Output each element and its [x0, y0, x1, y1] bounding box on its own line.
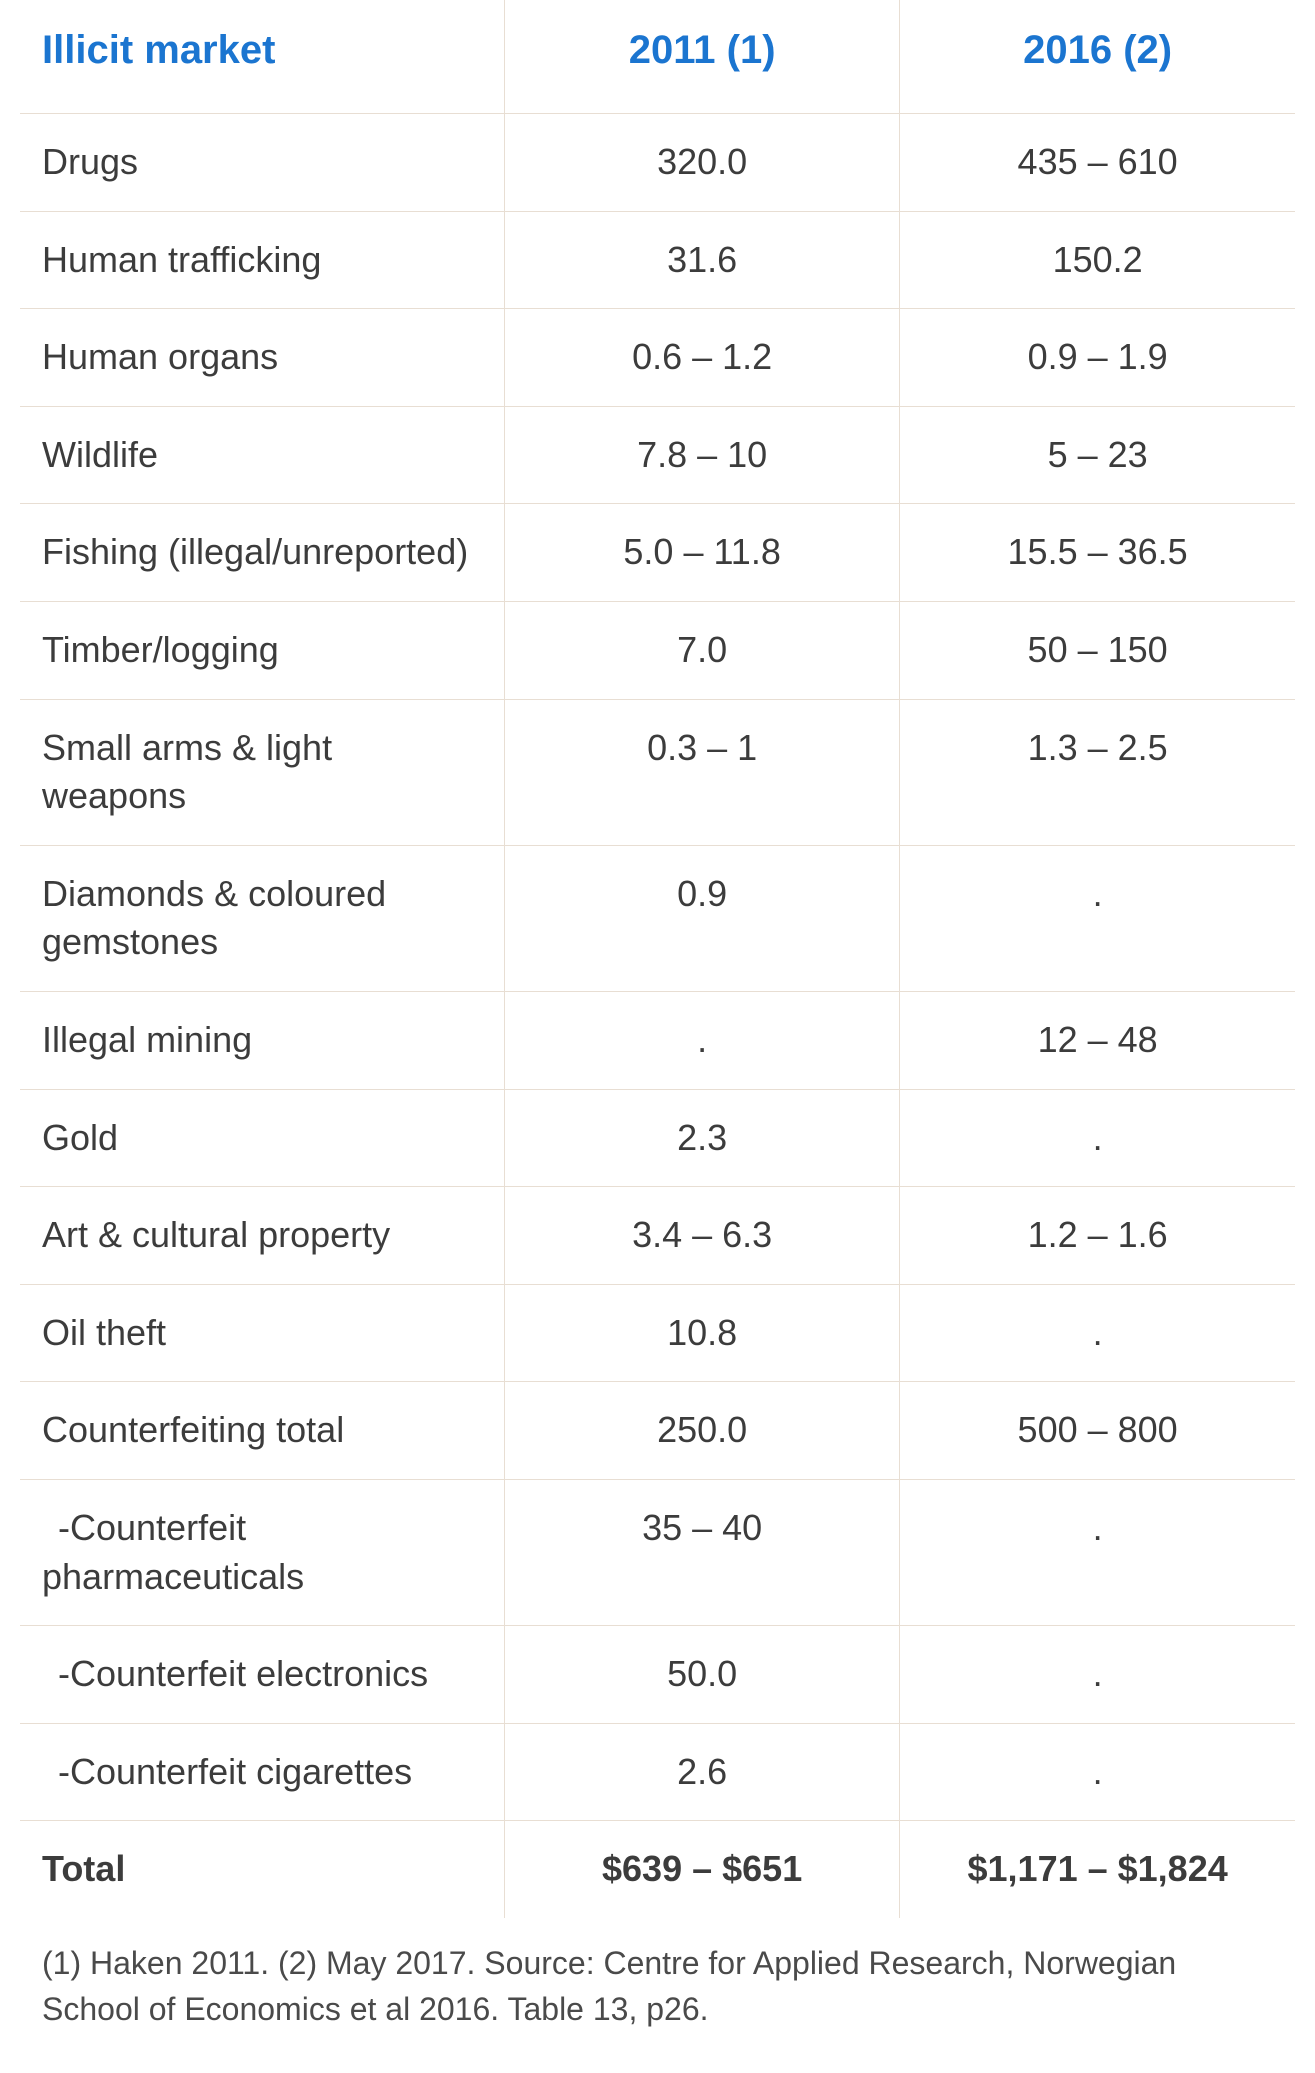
row-value-2011: 31.6: [505, 211, 900, 309]
row-value-2011: 2.6: [505, 1723, 900, 1821]
row-value-2016: .: [900, 1723, 1295, 1821]
table-row: Human trafficking31.6150.2: [20, 211, 1295, 309]
row-label: -Counterfeit pharmaceuticals: [20, 1479, 505, 1625]
row-value-2016: 50 – 150: [900, 601, 1295, 699]
total-2011: $639 – $651: [505, 1821, 900, 1918]
row-label: Timber/logging: [20, 601, 505, 699]
row-value-2011: 10.8: [505, 1284, 900, 1382]
row-value-2011: 5.0 – 11.8: [505, 504, 900, 602]
table-row: Drugs320.0435 – 610: [20, 114, 1295, 212]
table-row: Small arms & light weapons0.3 – 11.3 – 2…: [20, 699, 1295, 845]
row-value-2011: .: [505, 991, 900, 1089]
row-value-2016: 12 – 48: [900, 991, 1295, 1089]
table-row: Counterfeiting total250.0500 – 800: [20, 1382, 1295, 1480]
row-label: Counterfeiting total: [20, 1382, 505, 1480]
col-header-market: Illicit market: [20, 0, 505, 114]
row-label: Diamonds & coloured gemstones: [20, 845, 505, 991]
total-label: Total: [20, 1821, 505, 1918]
table-row: Art & cultural property3.4 – 6.31.2 – 1.…: [20, 1187, 1295, 1285]
row-value-2016: 5 – 23: [900, 406, 1295, 504]
table-header-row: Illicit market 2011 (1) 2016 (2): [20, 0, 1295, 114]
table-footnote: (1) Haken 2011. (2) May 2017. Source: Ce…: [20, 1918, 1295, 2033]
row-value-2011: 2.3: [505, 1089, 900, 1187]
table-row: Fishing (illegal/unreported)5.0 – 11.815…: [20, 504, 1295, 602]
col-header-2016: 2016 (2): [900, 0, 1295, 114]
row-label: -Counterfeit electronics: [20, 1626, 505, 1724]
row-label: Fishing (illegal/unreported): [20, 504, 505, 602]
table-row: Human organs0.6 – 1.20.9 – 1.9: [20, 309, 1295, 407]
table-row: Oil theft10.8.: [20, 1284, 1295, 1382]
row-value-2011: 50.0: [505, 1626, 900, 1724]
table-row: -Counterfeit cigarettes2.6.: [20, 1723, 1295, 1821]
row-label: -Counterfeit cigarettes: [20, 1723, 505, 1821]
row-value-2011: 35 – 40: [505, 1479, 900, 1625]
row-value-2011: 7.8 – 10: [505, 406, 900, 504]
row-label: Gold: [20, 1089, 505, 1187]
row-label: Illegal mining: [20, 991, 505, 1089]
row-value-2016: 1.2 – 1.6: [900, 1187, 1295, 1285]
table-row: Wildlife7.8 – 105 – 23: [20, 406, 1295, 504]
row-value-2011: 320.0: [505, 114, 900, 212]
row-value-2016: 500 – 800: [900, 1382, 1295, 1480]
illicit-market-table: Illicit market 2011 (1) 2016 (2) Drugs32…: [20, 0, 1295, 1918]
row-value-2016: .: [900, 845, 1295, 991]
table-row: -Counterfeit electronics50.0.: [20, 1626, 1295, 1724]
row-label: Wildlife: [20, 406, 505, 504]
row-value-2016: .: [900, 1089, 1295, 1187]
table-total-row: Total$639 – $651$1,171 – $1,824: [20, 1821, 1295, 1918]
row-value-2016: 1.3 – 2.5: [900, 699, 1295, 845]
row-label: Human organs: [20, 309, 505, 407]
row-label: Drugs: [20, 114, 505, 212]
row-value-2016: 150.2: [900, 211, 1295, 309]
col-header-2011: 2011 (1): [505, 0, 900, 114]
row-value-2011: 0.9: [505, 845, 900, 991]
table-row: Gold2.3.: [20, 1089, 1295, 1187]
row-label: Oil theft: [20, 1284, 505, 1382]
row-value-2016: 435 – 610: [900, 114, 1295, 212]
row-value-2016: .: [900, 1479, 1295, 1625]
row-label: Art & cultural property: [20, 1187, 505, 1285]
row-value-2011: 250.0: [505, 1382, 900, 1480]
table-row: Illegal mining.12 – 48: [20, 991, 1295, 1089]
table-row: Timber/logging7.050 – 150: [20, 601, 1295, 699]
row-value-2011: 3.4 – 6.3: [505, 1187, 900, 1285]
row-value-2011: 0.6 – 1.2: [505, 309, 900, 407]
row-value-2011: 7.0: [505, 601, 900, 699]
row-value-2011: 0.3 – 1: [505, 699, 900, 845]
row-label: Human trafficking: [20, 211, 505, 309]
row-value-2016: 15.5 – 36.5: [900, 504, 1295, 602]
row-value-2016: .: [900, 1626, 1295, 1724]
total-2016: $1,171 – $1,824: [900, 1821, 1295, 1918]
table-row: Diamonds & coloured gemstones0.9.: [20, 845, 1295, 991]
row-value-2016: 0.9 – 1.9: [900, 309, 1295, 407]
row-label: Small arms & light weapons: [20, 699, 505, 845]
table-row: -Counterfeit pharmaceuticals35 – 40.: [20, 1479, 1295, 1625]
row-value-2016: .: [900, 1284, 1295, 1382]
